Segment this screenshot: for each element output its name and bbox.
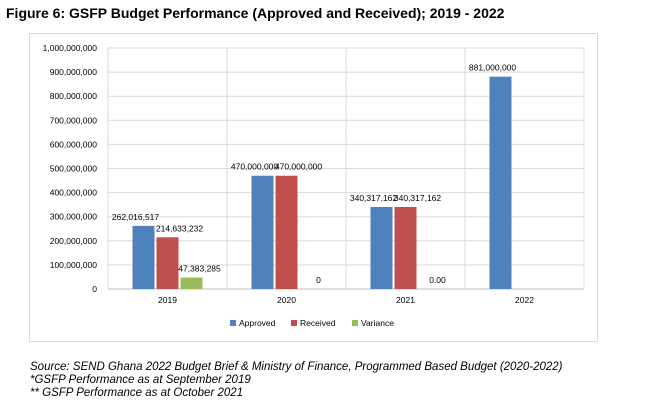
y-tick-label: 500,000,000 [50,164,98,174]
bar-received-2020 [275,175,298,289]
legend-label-approved: Approved [239,318,276,328]
y-tick-label: 0 [92,284,97,294]
data-label: 47,383,285 [178,264,221,274]
x-tick-label: 2021 [396,295,415,305]
data-label: 881,000,000 [469,63,517,73]
footnote-2021: ** GSFP Performance as at October 2021 [30,387,244,399]
data-label: 470,000,000 [231,162,279,172]
bar-variance-2019 [180,277,203,289]
legend-swatch-received [291,320,297,326]
bar-approved-2021 [370,206,393,289]
y-tick-label: 400,000,000 [50,188,98,198]
y-tick-label: 1,000,000,000 [43,43,98,53]
y-tick-label: 600,000,000 [50,139,98,149]
data-label: 470,000,000 [275,162,323,172]
data-label: 0 [316,275,321,285]
y-tick-label: 800,000,000 [50,91,98,101]
y-tick-label: 100,000,000 [50,260,98,270]
legend-swatch-approved [230,320,236,326]
x-tick-label: 2019 [158,295,177,305]
chart-frame [29,33,598,342]
footnote-2019: *GSFP Performance as at September 2019 [30,374,251,386]
data-label: 0.00 [429,275,446,285]
y-tick-label: 300,000,000 [50,212,98,222]
bar-received-2019 [156,237,179,289]
figure-title: Figure 6: GSFP Budget Performance (Appro… [6,5,505,21]
bar-received-2021 [394,206,417,289]
bar-approved-2020 [251,175,274,289]
x-tick-label: 2022 [515,295,534,305]
data-label: 340,317,162 [350,193,398,203]
x-tick-label: 2020 [277,295,296,305]
legend-swatch-variance [352,320,358,326]
source-note: Source: SEND Ghana 2022 Budget Brief & M… [30,361,563,373]
y-tick-label: 900,000,000 [50,67,98,77]
y-tick-label: 200,000,000 [50,236,98,246]
data-label: 214,633,232 [156,223,204,233]
legend-label-received: Received [300,318,336,328]
data-label: 262,016,517 [112,212,160,222]
y-tick-label: 700,000,000 [50,115,98,125]
data-label: 340,317,162 [394,193,442,203]
bar-approved-2019 [132,225,155,289]
bar-approved-2022 [489,76,512,289]
legend-label-variance: Variance [361,318,394,328]
